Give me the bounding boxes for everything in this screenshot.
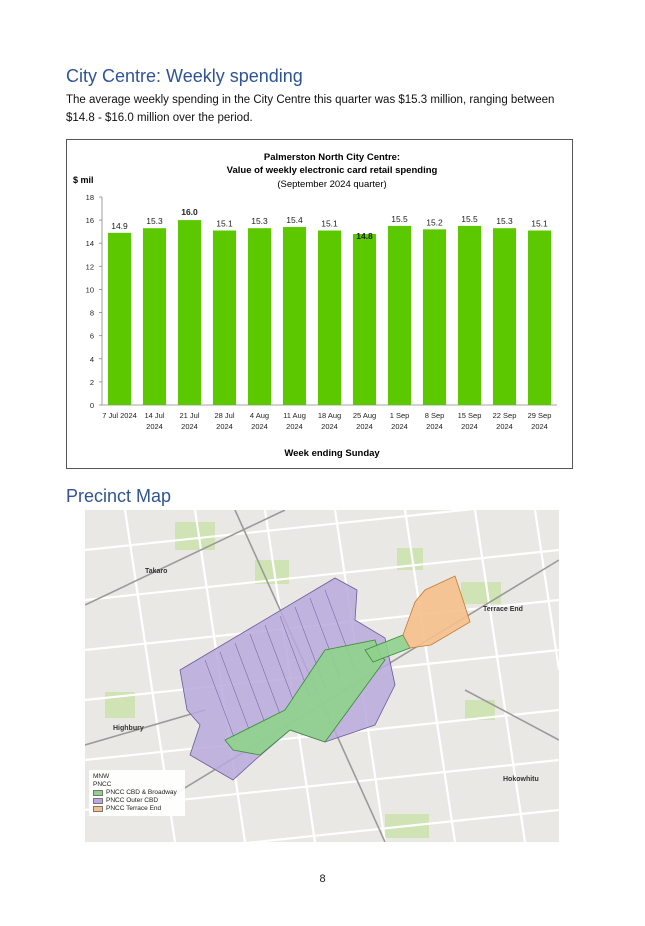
x-axis-label: Week ending Sunday <box>284 448 380 459</box>
chart-title-line1: Palmerston North City Centre: <box>264 152 400 163</box>
x-tick-label: 18 Aug <box>318 411 341 420</box>
bar <box>107 232 132 405</box>
bar-value-label: 15.3 <box>146 216 163 226</box>
section-heading-precinct-map: Precinct Map <box>66 486 172 506</box>
bar-value-label: 14.8 <box>356 231 373 241</box>
legend-label: PNCC Outer CBD <box>106 797 159 804</box>
precinct-cbd-broadway <box>224 639 386 756</box>
bar <box>352 233 377 405</box>
legend-swatch <box>93 798 103 804</box>
x-tick-label-year: 2024 <box>391 422 408 431</box>
map-place-label: Takaro <box>145 568 167 575</box>
bar <box>317 230 342 405</box>
precinct-map-svg: Takaro Terrace End Highbury Hokowhitu <box>85 510 559 842</box>
bar <box>422 229 447 405</box>
bar <box>247 228 272 405</box>
park-area <box>461 582 501 604</box>
bar-value-label: 15.5 <box>461 214 478 224</box>
bar-value-label: 15.1 <box>216 219 233 229</box>
precinct-map: Takaro Terrace End Highbury Hokowhitu MNW PN… <box>85 510 559 842</box>
bar-value-label: 16.0 <box>181 207 198 217</box>
legend-label: MNW <box>93 773 110 780</box>
legend-label: PNCC CBD & Broadway <box>106 789 177 796</box>
legend-label: PNCC Terrace End <box>106 805 162 812</box>
bar-value-label: 14.9 <box>111 221 128 231</box>
y-tick-label: 6 <box>90 332 94 341</box>
y-tick-label: 2 <box>90 378 94 387</box>
bar <box>527 230 552 405</box>
x-tick-label: 21 Jul <box>179 411 199 420</box>
bar-value-label: 15.1 <box>531 219 548 229</box>
page-number: 8 <box>319 873 326 885</box>
park-area <box>465 700 495 720</box>
map-place-label: Hokowhitu <box>503 776 539 783</box>
chart-subtitle: (September 2024 quarter) <box>277 179 386 190</box>
x-tick-label: 8 Sep <box>425 411 445 420</box>
y-tick-label: 16 <box>86 216 94 225</box>
x-tick-label-year: 2024 <box>251 422 268 431</box>
legend-item: PNCC Outer CBD <box>93 797 181 805</box>
chart-title-line2: Value of weekly electronic card retail s… <box>227 165 438 176</box>
legend-item: MNW <box>93 773 181 781</box>
legend-item: PNCC Terrace End <box>93 805 181 813</box>
bar-value-label: 15.3 <box>496 216 513 226</box>
bar-value-label: 15.3 <box>251 216 268 226</box>
x-tick-label-year: 2024 <box>496 422 513 431</box>
bar-chart-svg: Palmerston North City Centre: Value of w… <box>73 152 557 459</box>
x-tick-label: 29 Sep <box>528 411 552 420</box>
legend-item: PNCC CBD & Broadway <box>93 789 181 797</box>
y-tick-label: 0 <box>90 401 94 410</box>
bar-value-label: 15.2 <box>426 217 443 227</box>
x-tick-label-year: 2024 <box>531 422 548 431</box>
map-place-label: Highbury <box>113 725 144 732</box>
y-tick-label: 12 <box>86 262 94 271</box>
bar-chart: Palmerston North City Centre: Value of w… <box>66 139 573 469</box>
x-tick-label: 1 Sep <box>390 411 410 420</box>
map-legend: MNW PNCC PNCC CBD & Broadway PNCC Outer CBD… <box>89 770 185 816</box>
legend-swatch <box>93 806 103 812</box>
x-tick-label: 22 Sep <box>493 411 517 420</box>
y-tick-label: 10 <box>86 285 94 294</box>
legend-label: PNCC <box>93 781 112 788</box>
legend-swatch <box>93 790 103 796</box>
y-tick-label: 4 <box>90 355 94 364</box>
y-axis-label: $ mil <box>73 175 94 185</box>
bar <box>282 227 307 405</box>
x-tick-label-year: 2024 <box>216 422 233 431</box>
x-tick-label-year: 2024 <box>426 422 443 431</box>
x-tick-label-year: 2024 <box>461 422 478 431</box>
bar-value-label: 15.5 <box>391 214 408 224</box>
x-tick-label: 7 Jul 2024 <box>102 411 137 420</box>
x-tick-label-year: 2024 <box>181 422 198 431</box>
bar <box>212 230 237 405</box>
x-tick-label: 4 Aug <box>250 411 269 420</box>
x-tick-label: 11 Aug <box>283 411 306 420</box>
legend-item: PNCC <box>93 781 181 789</box>
x-tick-label: 14 Jul <box>144 411 164 420</box>
x-tick-label: 15 Sep <box>458 411 482 420</box>
bar <box>387 225 412 405</box>
x-tick-label: 25 Aug <box>353 411 376 420</box>
precinct-terrace-end <box>402 575 471 649</box>
bar <box>492 228 517 405</box>
y-tick-label: 14 <box>86 239 94 248</box>
bar <box>457 225 482 405</box>
x-tick-label-year: 2024 <box>146 422 163 431</box>
bar-value-label: 15.4 <box>286 215 303 225</box>
x-tick-label: 28 Jul <box>214 411 234 420</box>
y-tick-label: 18 <box>86 193 94 202</box>
section-heading-weekly-spending: City Centre: Weekly spending <box>66 66 303 86</box>
bar <box>177 220 202 405</box>
bar-value-label: 15.1 <box>321 219 338 229</box>
intro-paragraph: The average weekly spending in the City … <box>66 94 555 124</box>
y-tick-label: 8 <box>90 309 94 318</box>
x-tick-label-year: 2024 <box>321 422 338 431</box>
map-place-label: Terrace End <box>483 606 523 613</box>
bar <box>142 228 167 405</box>
x-tick-label-year: 2024 <box>356 422 373 431</box>
x-tick-label-year: 2024 <box>286 422 303 431</box>
